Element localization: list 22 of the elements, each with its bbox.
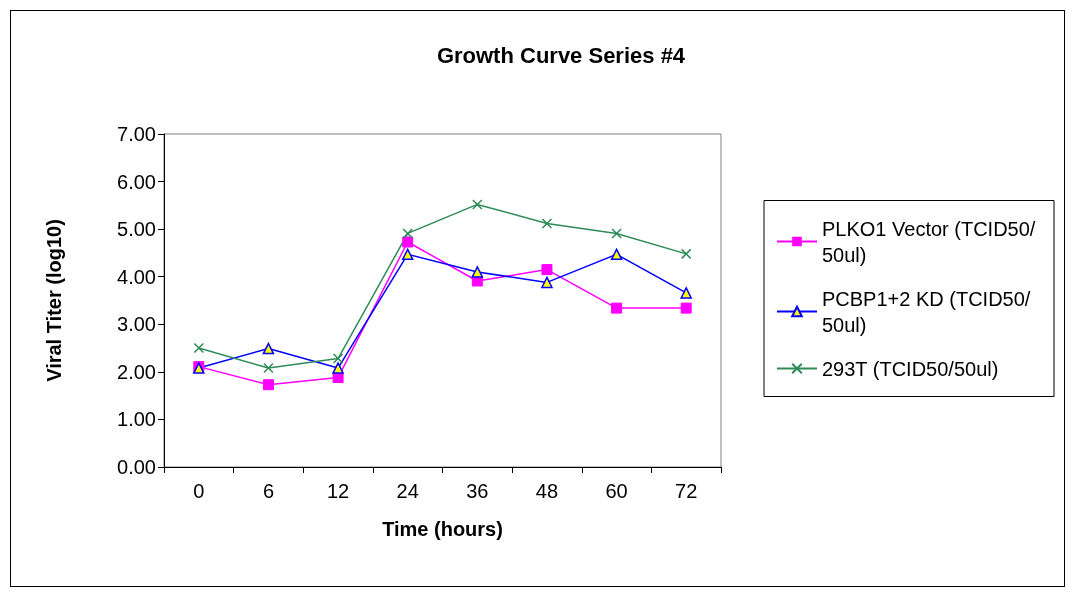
x-axis-title: Time (hours) bbox=[382, 518, 503, 540]
x-tick-label: 60 bbox=[605, 480, 628, 502]
chart-title: Growth Curve Series #4 bbox=[436, 42, 686, 68]
legend-label: PLKO1 Vector (TCID50/50ul) bbox=[822, 217, 1036, 266]
y-tick-label: 0.00 bbox=[117, 456, 156, 478]
y-tick-label: 6.00 bbox=[117, 170, 156, 193]
y-tick-label: 5.00 bbox=[117, 218, 156, 241]
y-tick-label: 2.00 bbox=[117, 360, 156, 383]
x-tick-label: 12 bbox=[326, 480, 350, 502]
y-tick-label: 4.00 bbox=[117, 265, 156, 288]
x-tick-label: 0 bbox=[193, 480, 205, 502]
x-tick-label: 72 bbox=[675, 480, 698, 502]
x-tick-label: 48 bbox=[535, 480, 559, 502]
x-tick-label: 36 bbox=[466, 480, 489, 502]
y-tick-label: 3.00 bbox=[117, 313, 156, 336]
y-axis-title: Viral Titer (log10) bbox=[43, 219, 65, 382]
y-tick-label: 7.00 bbox=[117, 123, 156, 145]
legend-label: PCBP1+2 KD (TCID50/50ul) bbox=[822, 287, 1031, 336]
x-tick-label: 6 bbox=[262, 480, 274, 502]
y-tick-label: 1.00 bbox=[117, 408, 156, 431]
x-tick-label: 24 bbox=[396, 480, 419, 502]
legend-label: 293T (TCID50/50ul) bbox=[822, 357, 999, 380]
